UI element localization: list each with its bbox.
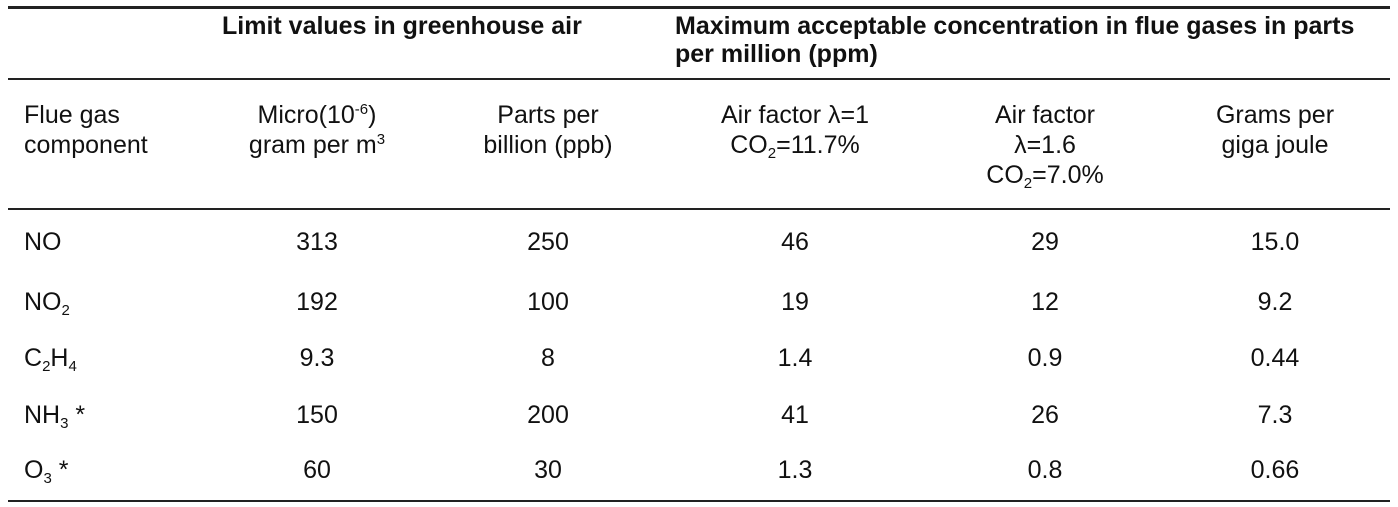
- table-cell-air16: 12: [1031, 288, 1059, 316]
- table-cell-micro: 9.3: [299, 344, 335, 372]
- row-component-part: H: [50, 344, 69, 372]
- header-air1-pct: =11.7%: [776, 131, 860, 159]
- table-cell-air1: 41: [781, 401, 809, 429]
- header-ppb: Parts per billion (ppb): [458, 100, 638, 160]
- header-component: Flue gas component: [24, 100, 204, 160]
- header-air16-line2: λ=1.6: [1014, 131, 1076, 159]
- table-cell-air16: 0.8: [1027, 456, 1063, 484]
- header-component-line1: Flue gas: [24, 101, 120, 129]
- header-air16-line1: Air factor: [994, 101, 1096, 129]
- table-cell-air16: 26: [1031, 401, 1059, 429]
- header-air16-sub: 2: [1023, 175, 1033, 192]
- header-gj-line2: giga joule: [1221, 131, 1329, 159]
- header-air16-co: CO: [986, 161, 1024, 189]
- table-cell-micro: 150: [296, 401, 338, 429]
- header-ppb-line1: Parts per: [497, 101, 599, 129]
- table-cell-micro: 313: [296, 228, 338, 256]
- row-component-part: 3: [60, 415, 69, 432]
- header-micro-a: Micro(10: [257, 101, 355, 129]
- header-micro-b: ): [368, 101, 377, 129]
- table-cell-air16: 0.9: [1027, 344, 1063, 372]
- bottom-rule: [8, 500, 1390, 502]
- group-header-max: Maximum acceptable concentration in flue…: [675, 12, 1375, 68]
- header-air16: Air factor λ=1.6 CO2=7.0%: [955, 100, 1135, 192]
- table-cell-air1: 46: [781, 228, 809, 256]
- header-air1: Air factor λ=1 CO2=11.7%: [680, 100, 910, 162]
- row-component-part: O: [24, 456, 44, 484]
- row-component-part: NH: [24, 401, 61, 429]
- header-gj-line1: Grams per: [1215, 101, 1335, 129]
- row-component: NO: [24, 227, 204, 257]
- row-component-part: C: [24, 344, 43, 372]
- header-micro-line2: gram per m3: [222, 130, 412, 160]
- table-cell-gj: 7.3: [1257, 401, 1293, 429]
- header-micro-c: gram per m: [248, 131, 377, 159]
- header-micro-line1: Micro(10-6): [222, 100, 412, 130]
- table-cell-gj: 15.0: [1250, 228, 1300, 256]
- table-cell-ppb: 250: [527, 228, 569, 256]
- group-header-rule: [8, 78, 1390, 80]
- header-air1-line2: CO2=11.7%: [680, 130, 910, 162]
- header-micro: Micro(10-6) gram per m3: [222, 100, 412, 160]
- table-cell-gj: 0.44: [1250, 344, 1300, 372]
- row-component: C2H4: [24, 343, 204, 375]
- table-cell-ppb: 100: [527, 288, 569, 316]
- table-cell-ppb: 8: [541, 344, 555, 372]
- top-rule: [8, 6, 1390, 9]
- group-header-limit: Limit values in greenhouse air: [222, 12, 642, 40]
- table-cell-gj: 9.2: [1257, 288, 1293, 316]
- row-component-part: *: [68, 401, 86, 429]
- column-header-rule: [8, 208, 1390, 210]
- table-cell-air16: 29: [1031, 228, 1059, 256]
- header-air16-pct: =7.0%: [1032, 161, 1104, 189]
- table-cell-micro: 192: [296, 288, 338, 316]
- header-air1-sub: 2: [767, 145, 777, 162]
- row-component: O3 *: [24, 455, 204, 487]
- header-air1-co: CO: [730, 131, 768, 159]
- header-micro-exp1: -6: [354, 101, 369, 118]
- header-ppb-line2: billion (ppb): [483, 131, 613, 159]
- row-component: NO2: [24, 287, 204, 319]
- row-component-part: 2: [42, 358, 51, 375]
- table-cell-ppb: 30: [534, 456, 562, 484]
- row-component-part: 4: [68, 358, 77, 375]
- group-header-max-text: Maximum acceptable concentration in flue…: [675, 12, 1355, 68]
- row-component-part: 3: [43, 470, 52, 487]
- row-component-part: NO: [24, 228, 62, 256]
- row-component-part: 2: [61, 302, 70, 319]
- table-cell-air1: 1.4: [777, 344, 813, 372]
- header-gj: Grams per giga joule: [1180, 100, 1370, 160]
- header-micro-exp2: 3: [376, 131, 386, 148]
- header-air16-line3: CO2=7.0%: [955, 160, 1135, 192]
- row-component-part: NO: [24, 288, 62, 316]
- header-air1-line1: Air factor λ=1: [721, 101, 869, 129]
- table-cell-air1: 19: [781, 288, 809, 316]
- table-cell-air1: 1.3: [777, 456, 813, 484]
- table-cell-micro: 60: [303, 456, 331, 484]
- table-cell-gj: 0.66: [1250, 456, 1300, 484]
- row-component-part: *: [51, 456, 69, 484]
- row-component: NH3 *: [24, 400, 204, 432]
- table-cell-ppb: 200: [527, 401, 569, 429]
- header-component-line2: component: [24, 131, 148, 159]
- group-header-limit-text: Limit values in greenhouse air: [222, 12, 582, 40]
